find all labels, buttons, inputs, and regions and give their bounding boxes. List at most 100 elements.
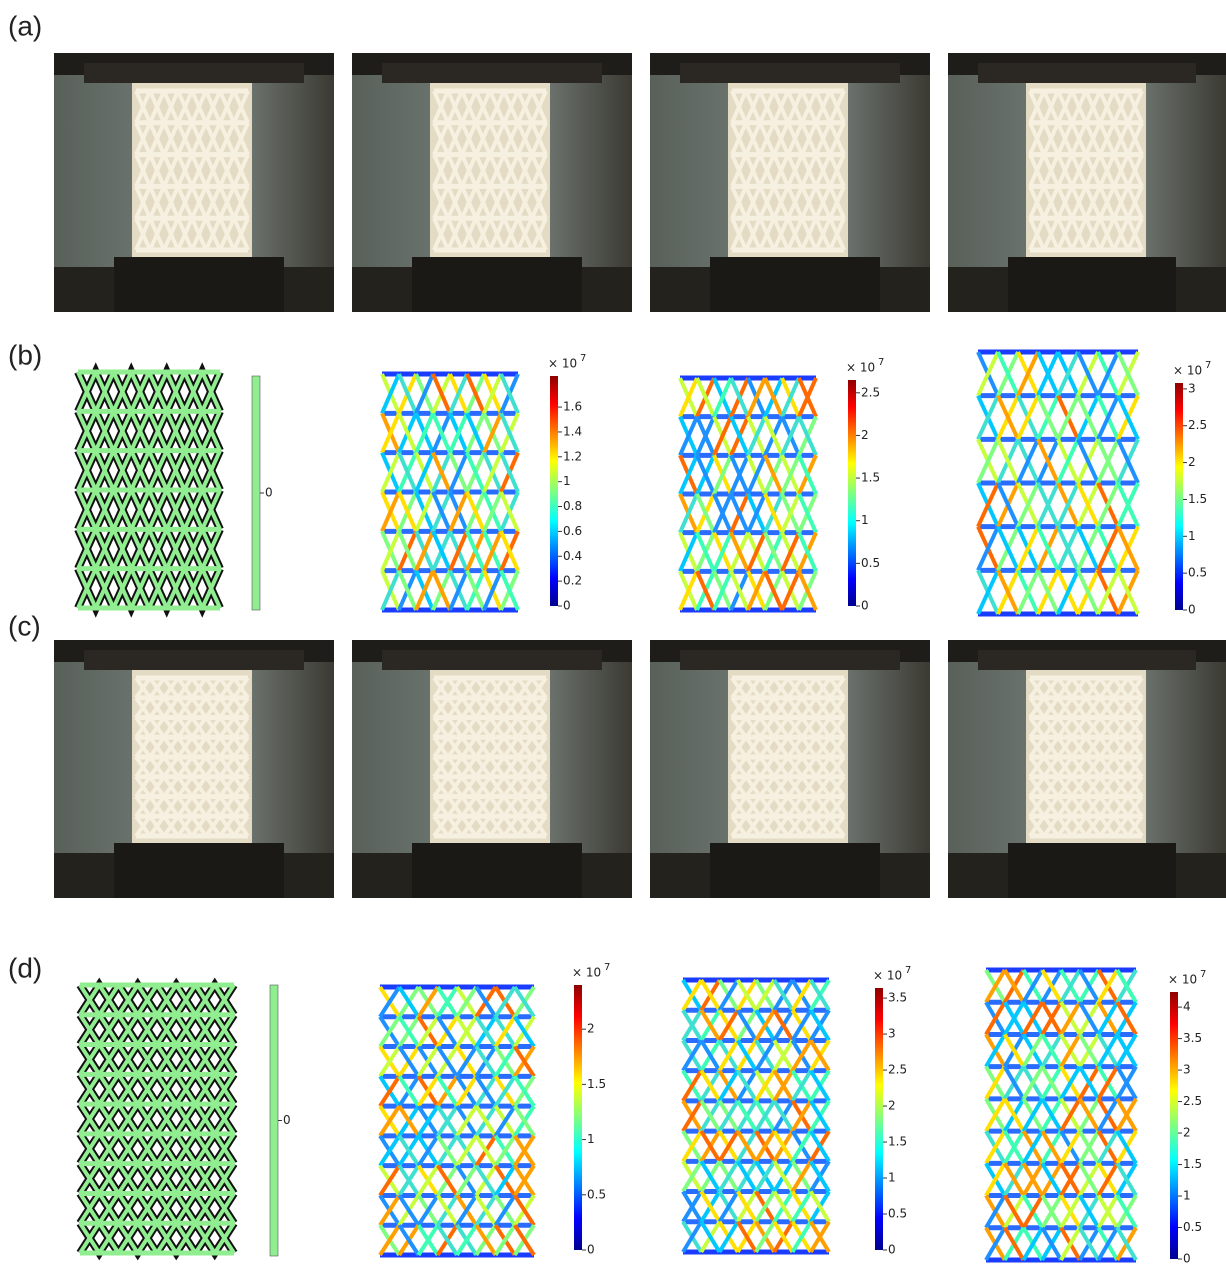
simulation (382, 374, 518, 610)
bottom-clamp (710, 257, 880, 312)
colorbar-multiplier: × 10 (1168, 973, 1197, 987)
colorbar (574, 985, 582, 1250)
simulation (986, 970, 1136, 1260)
colorbar-multiplier: × 10 (873, 969, 902, 983)
colorbar-tick-label: 0 (888, 1243, 896, 1257)
bottom-clamp (1008, 257, 1176, 312)
photo (352, 53, 632, 312)
colorbar-tick-label: 1.5 (888, 1135, 907, 1149)
colorbar-tick-label: 0 (265, 486, 273, 500)
top-clamp (84, 650, 304, 670)
colorbar-tick-label: 0.4 (563, 549, 582, 563)
colorbar-exponent: 7 (580, 353, 586, 364)
photo (650, 640, 930, 898)
colorbar-tick-label: 0 (587, 1243, 595, 1257)
top-clamp (978, 63, 1196, 83)
colorbar-tick-label: 0 (861, 599, 869, 613)
colorbar-exponent: 7 (604, 962, 610, 973)
colorbar (1175, 383, 1183, 610)
panel-label: (d) (8, 952, 42, 983)
colorbar-multiplier: × 10 (1173, 364, 1202, 378)
colorbar-tick-label: 1 (587, 1132, 595, 1146)
colorbar-tick-label: 2 (861, 428, 869, 442)
colorbar-tick-label: 0.8 (563, 499, 582, 513)
photo (54, 53, 334, 312)
colorbar (270, 985, 278, 1256)
specimen (132, 83, 252, 257)
strut-outline (196, 1223, 235, 1253)
colorbar-tick-label: 1 (563, 474, 571, 488)
colorbar-tick-label: 1.4 (563, 424, 582, 438)
strut-outline (157, 1223, 196, 1253)
specimen (728, 83, 848, 257)
simulation (683, 980, 829, 1252)
simulation (680, 378, 816, 610)
bottom-clamp (114, 257, 284, 312)
top-clamp (382, 63, 602, 83)
colorbar-tick-label: 1.5 (1188, 492, 1207, 506)
strut-outline (80, 1223, 119, 1253)
photo (948, 640, 1226, 898)
simulation (978, 352, 1138, 614)
colorbar-tick-label: 1.5 (587, 1077, 606, 1091)
colorbar-tick-label: 0.5 (861, 556, 880, 570)
panel-label: (a) (8, 10, 42, 41)
bottom-clamp (710, 843, 880, 898)
colorbar-tick-label: 0 (1188, 603, 1196, 617)
top-clamp (84, 63, 304, 83)
colorbar-tick-label: 2.5 (861, 385, 880, 399)
colorbar-exponent: 7 (905, 965, 911, 976)
top-clamp (978, 650, 1196, 670)
colorbar-exponent: 7 (1205, 360, 1211, 371)
colorbar-exponent: 7 (878, 357, 884, 368)
colorbar-tick-label: 0.5 (587, 1187, 606, 1201)
colorbar-tick-label: 1 (1183, 1189, 1191, 1203)
colorbar-tick-label: 0 (563, 599, 571, 613)
panel-label: (c) (8, 610, 41, 641)
strut-outline (119, 1223, 158, 1253)
strut-outline (149, 569, 185, 608)
colorbar (1170, 992, 1178, 1259)
colorbar-tick-label: 0 (1183, 1252, 1191, 1266)
bottom-clamp (1008, 843, 1176, 898)
photo (650, 53, 930, 312)
colorbar-tick-label: 1 (861, 513, 869, 527)
colorbar-multiplier: × 10 (846, 361, 875, 375)
colorbar-tick-label: 1.5 (1183, 1157, 1202, 1171)
colorbar (875, 988, 883, 1250)
bottom-clamp (412, 843, 582, 898)
colorbar-multiplier: × 10 (548, 357, 577, 371)
colorbar-tick-label: 2 (1188, 455, 1196, 469)
simulation (380, 987, 534, 1255)
strut-outline (185, 569, 221, 608)
colorbar-tick-label: 0.5 (888, 1207, 907, 1221)
colorbar-tick-label: 4 (1183, 1000, 1191, 1014)
colorbar (848, 380, 856, 606)
simulation (80, 985, 234, 1253)
colorbar (550, 376, 558, 606)
colorbar-tick-label: 3 (1183, 1063, 1191, 1077)
colorbar-tick-label: 0.6 (563, 524, 582, 538)
specimen (430, 83, 550, 257)
strut-outline (78, 569, 114, 608)
top-clamp (680, 63, 900, 83)
figure: (a)(b)(c)(d)000.20.40.60.811.21.41.6× 10… (0, 0, 1226, 1266)
colorbar-tick-label: 2.5 (888, 1063, 907, 1077)
specimen (1026, 83, 1146, 257)
colorbar-tick-label: 0.2 (563, 574, 582, 588)
colorbar-tick-label: 2.5 (1183, 1094, 1202, 1108)
colorbar-tick-label: 2 (587, 1022, 595, 1036)
colorbar-tick-label: 1 (888, 1171, 896, 1185)
colorbar-tick-label: 0.5 (1183, 1220, 1202, 1234)
colorbar-tick-label: 1 (1188, 529, 1196, 543)
colorbar-tick-label: 3.5 (1183, 1031, 1202, 1045)
colorbar-tick-label: 0 (283, 1113, 291, 1127)
colorbar (252, 376, 260, 610)
colorbar-multiplier: × 10 (572, 966, 601, 980)
photo (352, 640, 632, 898)
photo (948, 53, 1226, 312)
panel-label: (b) (8, 339, 42, 370)
colorbar-tick-label: 0.5 (1188, 566, 1207, 580)
top-clamp (382, 650, 602, 670)
simulation (78, 372, 220, 608)
